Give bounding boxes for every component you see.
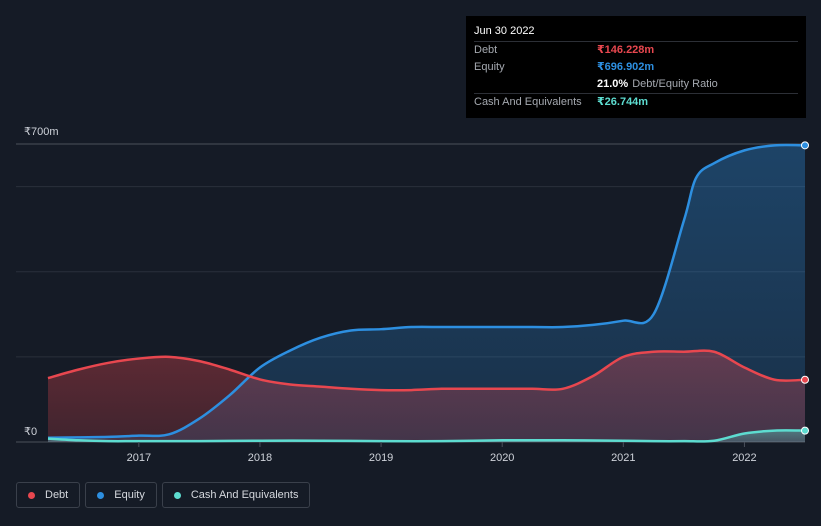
- legend-debt-label: Debt: [45, 489, 69, 501]
- tooltip-row-debt: Debt ₹146.228m: [474, 41, 798, 59]
- x-tick-label-2017: 2017: [127, 452, 151, 464]
- y-tick-label-700m: ₹700m: [24, 126, 59, 138]
- y-tick-label-0: ₹0: [24, 426, 37, 438]
- tooltip-debt-label: Debt: [474, 44, 498, 56]
- chart-legend: Debt Equity Cash And Equivalents: [16, 482, 315, 508]
- debt-line: [47, 349, 806, 392]
- tooltip-equity-label: Equity: [474, 61, 505, 73]
- equity-legend-dot-icon: [97, 491, 105, 499]
- debt-endpoint: [801, 375, 809, 384]
- cash-line: [47, 429, 806, 443]
- tooltip-row-equity: Equity ₹696.902m: [474, 59, 798, 76]
- cash-endpoint: [801, 426, 809, 435]
- x-tick-label-2021: 2021: [611, 452, 635, 464]
- legend-item-debt[interactable]: Debt: [16, 482, 81, 508]
- cash-legend-dot-icon: [173, 491, 181, 499]
- x-tick-label-2020: 2020: [490, 452, 514, 464]
- tooltip-ratio-label: Debt/Equity Ratio: [632, 78, 718, 90]
- legend-item-equity[interactable]: Equity: [85, 482, 157, 508]
- x-tick-label-2019: 2019: [369, 452, 393, 464]
- equity-endpoint: [801, 141, 809, 150]
- tooltip-debt-value: ₹146.228m: [597, 44, 655, 56]
- tooltip-date: Jun 30 2022: [474, 25, 535, 37]
- legend-item-cash[interactable]: Cash And Equivalents: [161, 482, 311, 508]
- debt-legend-dot-icon: [28, 491, 35, 499]
- tooltip-row-ratio: 21.0% Debt/Equity Ratio: [474, 76, 798, 93]
- tooltip-panel: Jun 30 2022 Debt ₹146.228m Equity ₹696.9…: [466, 16, 806, 118]
- tooltip-cash-value: ₹26.744m: [597, 96, 649, 108]
- tooltip-ratio-value: 21.0%: [597, 78, 629, 90]
- tooltip-cash-label: Cash And Equivalents: [474, 96, 582, 108]
- cash-area: [48, 430, 805, 442]
- tooltip-row-cash: Cash And Equivalents ₹26.744m: [474, 93, 798, 111]
- tooltip-equity-value: ₹696.902m: [597, 61, 655, 73]
- legend-equity-label: Equity: [114, 489, 145, 501]
- equity-line: [47, 143, 806, 439]
- x-tick-label-2022: 2022: [732, 452, 756, 464]
- x-tick-label-2018: 2018: [248, 452, 272, 464]
- debt-area: [48, 350, 805, 442]
- legend-cash-label: Cash And Equivalents: [190, 489, 299, 501]
